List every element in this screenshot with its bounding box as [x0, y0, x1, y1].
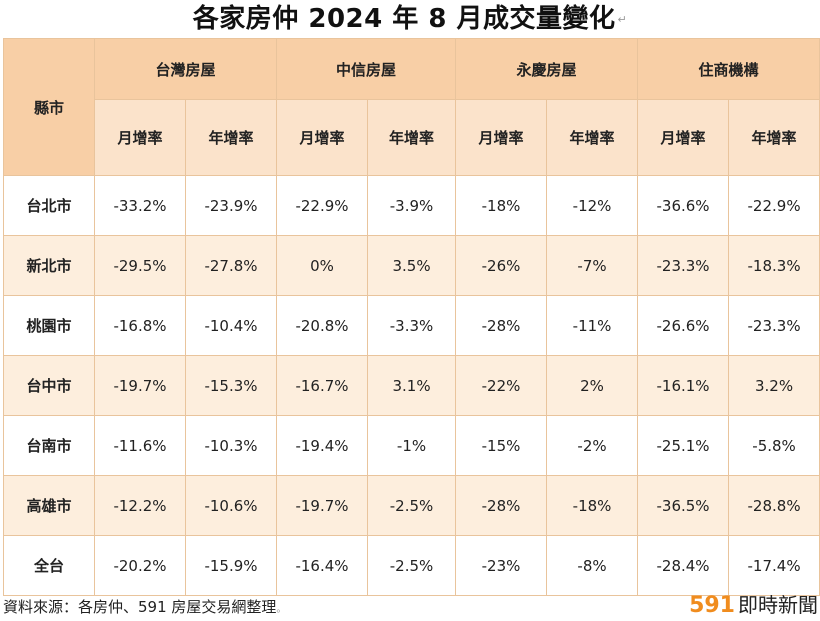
table-cell: -12.2%	[94, 475, 186, 536]
table-cell: -22.9%	[276, 175, 369, 236]
subheader-mom: 月增率	[455, 99, 548, 176]
table-cell: -18%	[546, 475, 639, 536]
table-cell: -28%	[455, 295, 548, 356]
table-cell: -18.3%	[728, 235, 820, 296]
table-cell: -26.6%	[637, 295, 730, 356]
source-mark: 。	[276, 604, 287, 615]
row-city-label: 桃園市	[3, 295, 95, 356]
table-row: 桃園市 -16.8% -10.4% -20.8% -3.3% -28% -11%…	[3, 295, 820, 356]
brand-logo: 591 即時新聞	[689, 592, 818, 618]
table-cell: -18%	[455, 175, 548, 236]
table-cell: -26%	[455, 235, 548, 296]
table-cell: -23.9%	[184, 175, 278, 236]
group-header-taiwan-realty: 台灣房屋	[93, 38, 278, 100]
table-cell: -11.6%	[94, 415, 186, 476]
table-cell: -15.9%	[184, 535, 278, 596]
subheader-yoy: 年增率	[184, 99, 278, 176]
table-cell: -20.8%	[276, 295, 369, 356]
table-cell: -23.3%	[637, 235, 730, 296]
table-cell: -28%	[455, 475, 548, 536]
table-cell: -28.4%	[637, 535, 730, 596]
table-cell: 3.2%	[728, 355, 820, 416]
table-cell: -3.9%	[367, 175, 457, 236]
table-cell: -1%	[367, 415, 457, 476]
table-cell: -3.3%	[367, 295, 457, 356]
table-cell: -20.2%	[94, 535, 186, 596]
table-cell: -28.8%	[728, 475, 820, 536]
row-city-label: 台北市	[3, 175, 95, 236]
table-cell: -11%	[546, 295, 639, 356]
corner-header-city: 縣市	[3, 38, 95, 176]
table-cell: 3.5%	[367, 235, 457, 296]
data-table: 縣市 台灣房屋 中信房屋 永慶房屋 住商機構 月增率 年增率 月增率 年增率 月…	[3, 38, 820, 596]
table-cell: -12%	[546, 175, 639, 236]
table-cell: -22.9%	[728, 175, 820, 236]
table-cell: -10.4%	[184, 295, 278, 356]
return-mark: ↵	[617, 12, 628, 26]
subheader-mom: 月增率	[94, 99, 186, 176]
subheader-mom: 月增率	[637, 99, 730, 176]
page-title: 各家房仲 2024 年 8 月成交量變化 ↵	[0, 2, 820, 36]
subheader-yoy: 年增率	[546, 99, 639, 176]
table-cell: -10.3%	[184, 415, 278, 476]
table-cell: -16.7%	[276, 355, 369, 416]
table-cell: -23%	[455, 535, 548, 596]
table-cell: -15%	[455, 415, 548, 476]
table-cell: -19.7%	[94, 355, 186, 416]
subheader-mom: 月增率	[276, 99, 369, 176]
table-cell: -8%	[546, 535, 639, 596]
table-cell: -16.4%	[276, 535, 369, 596]
table-cell: -7%	[546, 235, 639, 296]
row-city-label: 高雄市	[3, 475, 95, 536]
table-cell: -22%	[455, 355, 548, 416]
table-row: 新北市 -29.5% -27.8% 0% 3.5% -26% -7% -23.3…	[3, 235, 820, 296]
row-city-label: 全台	[3, 535, 95, 596]
table-cell: -15.3%	[184, 355, 278, 416]
table-cell: -29.5%	[94, 235, 186, 296]
table-cell: -36.6%	[637, 175, 730, 236]
table-row: 高雄市 -12.2% -10.6% -19.7% -2.5% -28% -18%…	[3, 475, 820, 536]
group-header-chinatrust-realty: 中信房屋	[276, 38, 457, 100]
subheader-yoy: 年增率	[728, 99, 820, 176]
group-header-hbhousing: 住商機構	[637, 38, 820, 100]
table-cell: -10.6%	[184, 475, 278, 536]
table-cell: -16.1%	[637, 355, 730, 416]
table-cell: -16.8%	[94, 295, 186, 356]
subheader-yoy: 年增率	[367, 99, 457, 176]
table-row: 全台 -20.2% -15.9% -16.4% -2.5% -23% -8% -…	[3, 535, 820, 596]
table-cell: -33.2%	[94, 175, 186, 236]
table-cell: -25.1%	[637, 415, 730, 476]
table-cell: -23.3%	[728, 295, 820, 356]
row-city-label: 新北市	[3, 235, 95, 296]
table-cell: -2%	[546, 415, 639, 476]
source-text: 資料來源：各房仲、591 房屋交易網整理	[3, 598, 277, 616]
table-row: 台北市 -33.2% -23.9% -22.9% -3.9% -18% -12%…	[3, 175, 820, 236]
table-cell: -2.5%	[367, 535, 457, 596]
table-row: 台中市 -19.7% -15.3% -16.7% 3.1% -22% 2% -1…	[3, 355, 820, 416]
table-cell: -2.5%	[367, 475, 457, 536]
logo-number: 591	[689, 593, 735, 618]
group-header-yungching-realty: 永慶房屋	[455, 38, 639, 100]
table-cell: -27.8%	[184, 235, 278, 296]
row-city-label: 台南市	[3, 415, 95, 476]
table-cell: 0%	[276, 235, 369, 296]
table-cell: 3.1%	[367, 355, 457, 416]
table-cell: -19.7%	[276, 475, 369, 536]
logo-text: 即時新聞	[738, 593, 818, 617]
table-row: 台南市 -11.6% -10.3% -19.4% -1% -15% -2% -2…	[3, 415, 820, 476]
row-city-label: 台中市	[3, 355, 95, 416]
source-note: 資料來源：各房仲、591 房屋交易網整理。	[3, 596, 286, 618]
table-cell: 2%	[546, 355, 639, 416]
title-text: 各家房仲 2024 年 8 月成交量變化	[192, 4, 616, 34]
table-cell: -5.8%	[728, 415, 820, 476]
table-cell: -17.4%	[728, 535, 820, 596]
table-cell: -19.4%	[276, 415, 369, 476]
table-cell: -36.5%	[637, 475, 730, 536]
